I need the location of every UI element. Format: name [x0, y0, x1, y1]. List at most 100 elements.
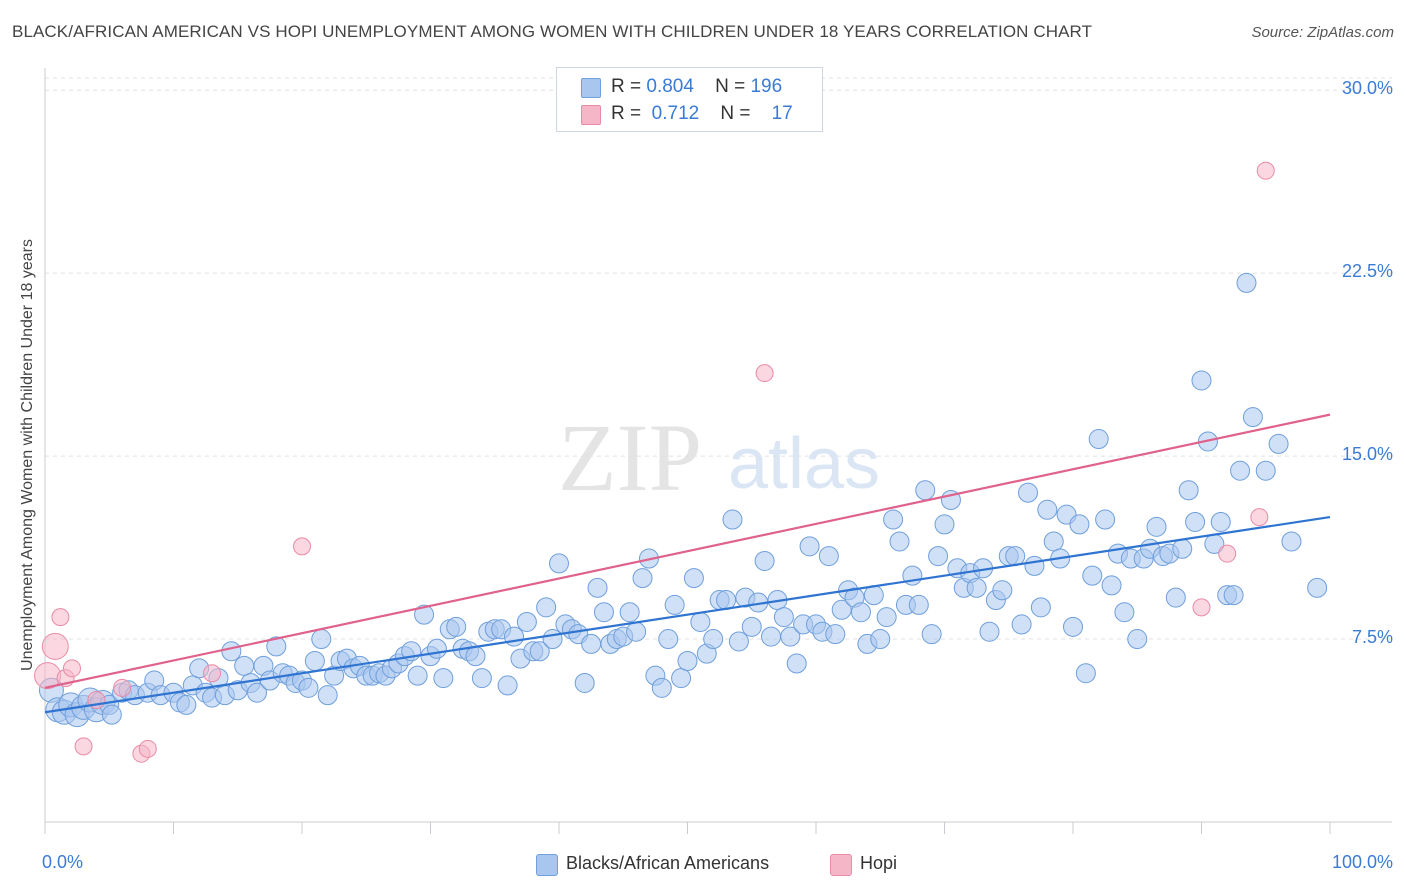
data-point-hopi	[203, 664, 222, 683]
data-point-blacks	[536, 597, 557, 618]
data-point-hopi	[62, 659, 81, 678]
data-point-hopi	[755, 364, 774, 383]
data-point-blacks	[786, 653, 807, 674]
data-point-blacks	[1172, 538, 1193, 559]
data-point-blacks	[1114, 602, 1135, 623]
legend-text: R = 0.712 N = 17	[611, 103, 793, 125]
data-point-blacks	[1018, 482, 1039, 503]
y-tick-label: 30.0%	[1341, 78, 1393, 99]
data-point-blacks	[1307, 577, 1328, 598]
data-point-blacks	[593, 602, 614, 623]
data-point-blacks	[471, 668, 492, 689]
data-point-blacks	[966, 577, 987, 598]
data-point-blacks	[1005, 546, 1026, 567]
legend-n-value: 196	[750, 76, 783, 97]
data-point-blacks	[529, 641, 550, 662]
data-point-hopi	[1250, 508, 1269, 527]
legend-r-label: R =	[611, 76, 642, 97]
data-point-blacks	[1268, 433, 1289, 454]
data-point-blacks	[574, 672, 595, 693]
data-point-blacks	[1185, 511, 1206, 532]
data-point-blacks	[1223, 585, 1244, 606]
data-point-blacks	[234, 655, 255, 676]
data-point-hopi	[74, 737, 93, 756]
data-point-blacks	[664, 594, 685, 615]
watermark-zip: ZIP	[558, 404, 702, 511]
data-point-hopi	[51, 608, 70, 627]
legend-label-hopi: Hopi	[860, 853, 898, 873]
data-point-blacks	[176, 694, 197, 715]
source-label: Source: ZipAtlas.com	[1251, 24, 1394, 41]
data-point-blacks	[407, 665, 428, 686]
data-point-blacks	[619, 602, 640, 623]
x-tick-label-max: 100.0%	[1331, 852, 1393, 872]
data-point-blacks	[690, 611, 711, 632]
data-point-blacks	[992, 580, 1013, 601]
series-legend: Blacks/African Americans Hopi	[0, 852, 1406, 878]
data-point-blacks	[497, 675, 518, 696]
data-point-blacks	[1191, 370, 1212, 391]
data-point-blacks	[1095, 509, 1116, 530]
legend-r-value: 0.712	[651, 103, 700, 124]
data-point-blacks	[677, 651, 698, 672]
legend-n-label: N =	[715, 76, 746, 97]
data-point-blacks	[703, 629, 724, 650]
data-point-hopi	[41, 632, 69, 660]
data-point-hopi	[293, 537, 311, 556]
data-point-blacks	[311, 629, 332, 650]
data-point-blacks	[549, 553, 569, 574]
data-point-blacks	[1030, 597, 1051, 618]
data-point-blacks	[1075, 663, 1096, 684]
data-point-blacks	[1230, 460, 1251, 481]
data-point-blacks	[683, 568, 704, 589]
watermark: ZIP atlas	[558, 404, 880, 511]
data-point-blacks	[1069, 514, 1090, 535]
data-point-blacks	[101, 704, 122, 725]
data-point-blacks	[433, 668, 454, 689]
data-point-blacks	[870, 629, 891, 650]
data-point-hopi	[1218, 544, 1237, 563]
legend-n-label: N =	[720, 103, 751, 124]
data-point-blacks	[1024, 555, 1045, 576]
legend-r-value: 0.804	[646, 76, 694, 97]
data-point-blacks	[818, 546, 839, 567]
legend-n-value: 17	[771, 103, 793, 124]
data-point-hopi	[1256, 161, 1275, 180]
data-point-blacks	[716, 590, 737, 611]
data-point-blacks	[587, 577, 608, 598]
data-point-blacks	[728, 631, 749, 652]
data-point-blacks	[1146, 516, 1167, 537]
data-point-hopi	[113, 678, 132, 697]
data-point-blacks	[426, 638, 447, 659]
data-point-blacks	[221, 641, 242, 662]
data-point-blacks	[754, 550, 775, 571]
data-point-blacks	[1037, 499, 1058, 520]
data-point-blacks	[934, 514, 955, 535]
data-point-blacks	[1255, 460, 1276, 481]
data-point-blacks	[1281, 531, 1302, 552]
data-point-blacks	[626, 621, 647, 642]
data-point-blacks	[298, 677, 319, 698]
correlation-legend: R = 0.804 N = 196 R = 0.712 N = 17	[556, 67, 823, 132]
data-point-blacks	[831, 599, 852, 620]
legend-text: R = 0.804 N = 196	[611, 76, 782, 98]
data-point-blacks	[671, 668, 692, 689]
chart-title: BLACK/AFRICAN AMERICAN VS HOPI UNEMPLOYM…	[12, 22, 1093, 41]
data-point-blacks	[889, 531, 910, 552]
data-point-blacks	[883, 509, 904, 530]
data-point-blacks	[1165, 587, 1186, 608]
data-point-blacks	[465, 646, 486, 667]
watermark-atlas: atlas	[728, 424, 880, 504]
series-hopi	[34, 161, 1275, 763]
trend-line-hopi	[44, 413, 1331, 689]
data-point-blacks	[266, 636, 287, 657]
data-point-blacks	[928, 546, 949, 567]
data-point-blacks	[651, 677, 672, 698]
data-point-blacks	[542, 629, 563, 650]
data-point-blacks	[850, 602, 871, 623]
data-point-blacks	[863, 585, 884, 606]
data-point-blacks	[825, 624, 846, 645]
y-tick-label: 15.0%	[1341, 444, 1393, 465]
data-point-blacks	[773, 607, 794, 628]
